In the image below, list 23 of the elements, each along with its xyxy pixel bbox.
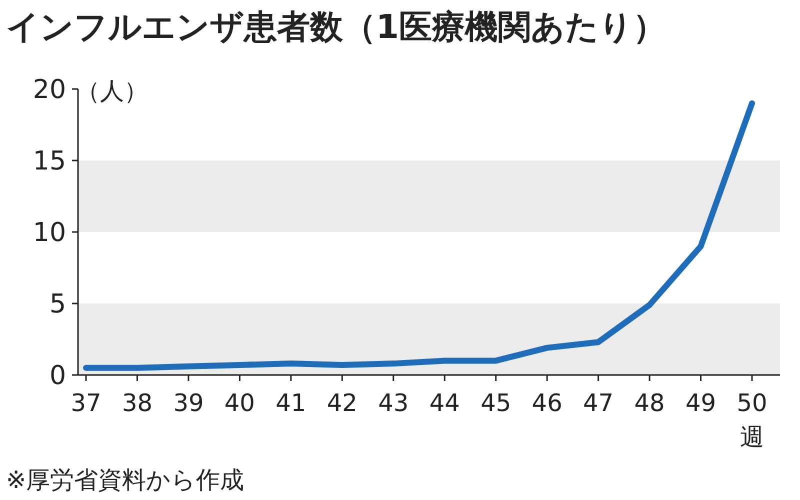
- x-axis-title: 週: [740, 423, 764, 451]
- x-tick-label: 50: [736, 389, 768, 417]
- x-tick-label: 42: [326, 389, 358, 417]
- chart-title: インフルエンザ患者数（1医療機関あたり）: [6, 7, 666, 46]
- x-tick-label: 47: [583, 389, 614, 417]
- x-tick-label: 45: [480, 389, 512, 417]
- x-tick-label: 38: [122, 389, 153, 417]
- x-tick-label: 43: [378, 389, 409, 417]
- y-tick-label: 15: [32, 146, 66, 176]
- y-tick-label: 0: [49, 361, 66, 391]
- text: ※厚労省資料から作成: [6, 466, 244, 494]
- y-axis-title: （人）: [76, 77, 148, 105]
- x-tick-label: 49: [685, 389, 716, 417]
- x-tick-label: 44: [429, 389, 460, 417]
- x-tick-label: 48: [634, 389, 665, 417]
- y-tick-label: 10: [32, 218, 66, 248]
- x-tick-label: 46: [532, 389, 562, 417]
- x-tick-label: 41: [276, 389, 306, 417]
- y-tick-label: 5: [49, 290, 66, 320]
- x-tick-label: 37: [70, 389, 102, 417]
- x-tick-label: 39: [173, 389, 204, 417]
- x-tick-label: 40: [224, 389, 255, 417]
- y-tick-label: 20: [32, 75, 66, 105]
